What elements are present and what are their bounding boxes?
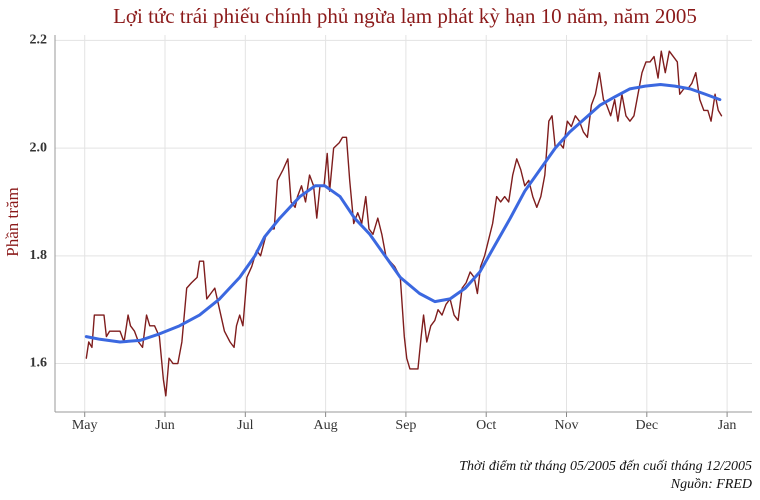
x-tick-label: Jul — [237, 418, 253, 433]
x-tick-label: Jan — [718, 418, 737, 433]
caption: Nguồn: FRED — [670, 477, 752, 492]
x-tick-label: Dec — [636, 418, 659, 433]
y-tick-label: 2.2 — [30, 33, 48, 48]
y-tick-label: 1.8 — [30, 248, 48, 263]
y-tick-label: 1.6 — [30, 356, 48, 371]
x-tick-label: Aug — [314, 418, 338, 433]
y-axis-label: Phần trăm — [3, 187, 22, 256]
x-tick-label: May — [72, 418, 98, 433]
line-series — [84, 83, 722, 344]
caption: Thời điểm từ tháng 05/2005 đến cuối thán… — [459, 459, 752, 474]
x-tick-label: Oct — [476, 418, 496, 433]
x-tick-label: Jun — [155, 418, 174, 433]
x-tick-label: Sep — [395, 418, 416, 433]
y-tick-label: 2.0 — [30, 140, 48, 155]
x-tick-label: Nov — [554, 418, 578, 433]
line-series — [85, 50, 723, 397]
chart-title: Lợi tức trái phiếu chính phủ ngừa lạm ph… — [113, 4, 697, 28]
